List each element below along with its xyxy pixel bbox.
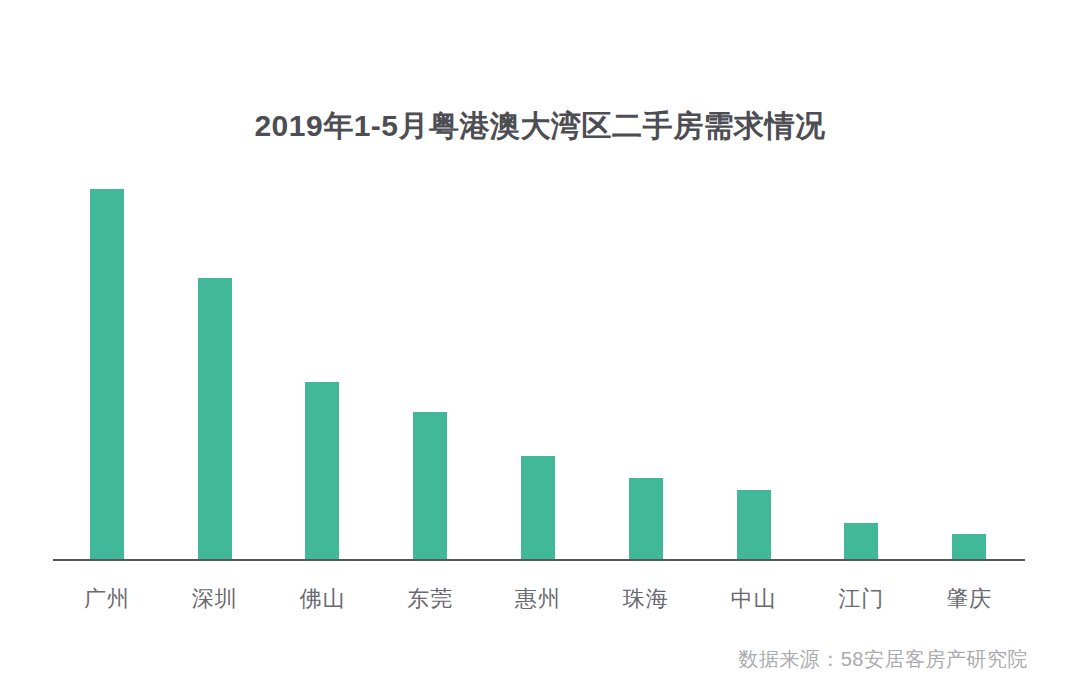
bar-珠海 — [629, 478, 663, 560]
bar-column-3 — [269, 189, 377, 560]
bar-深圳 — [198, 278, 232, 560]
bar-column-1 — [53, 189, 161, 560]
bar-中山 — [737, 490, 771, 560]
bar-佛山 — [305, 382, 339, 560]
x-tick-label-佛山: 佛山 — [269, 584, 377, 614]
x-tick-label-肇庆: 肇庆 — [915, 584, 1023, 614]
x-axis-line — [53, 559, 1025, 561]
chart-title: 2019年1-5月粤港澳大湾区二手房需求情况 — [0, 106, 1080, 147]
bar-东莞 — [413, 412, 447, 560]
bar-column-7 — [700, 189, 808, 560]
bar-肇庆 — [952, 534, 986, 560]
chart-canvas: 2019年1-5月粤港澳大湾区二手房需求情况 广州深圳佛山东莞惠州珠海中山江门肇… — [0, 0, 1080, 689]
x-tick-label-广州: 广州 — [53, 584, 161, 614]
x-tick-label-深圳: 深圳 — [161, 584, 269, 614]
x-tick-label-珠海: 珠海 — [592, 584, 700, 614]
data-source-caption: 数据来源：58安居客房产研究院 — [738, 646, 1028, 673]
bar-广州 — [90, 189, 124, 560]
x-tick-label-惠州: 惠州 — [484, 584, 592, 614]
bar-column-6 — [592, 189, 700, 560]
bar-江门 — [844, 523, 878, 560]
bar-column-2 — [161, 189, 269, 560]
x-axis-labels: 广州深圳佛山东莞惠州珠海中山江门肇庆 — [53, 584, 1023, 614]
bar-column-8 — [807, 189, 915, 560]
bar-column-5 — [484, 189, 592, 560]
bar-column-4 — [376, 189, 484, 560]
bar-column-9 — [915, 189, 1023, 560]
x-tick-label-中山: 中山 — [700, 584, 808, 614]
x-tick-label-东莞: 东莞 — [376, 584, 484, 614]
bar-惠州 — [521, 456, 555, 560]
plot-area — [53, 189, 1023, 560]
x-tick-label-江门: 江门 — [807, 584, 915, 614]
